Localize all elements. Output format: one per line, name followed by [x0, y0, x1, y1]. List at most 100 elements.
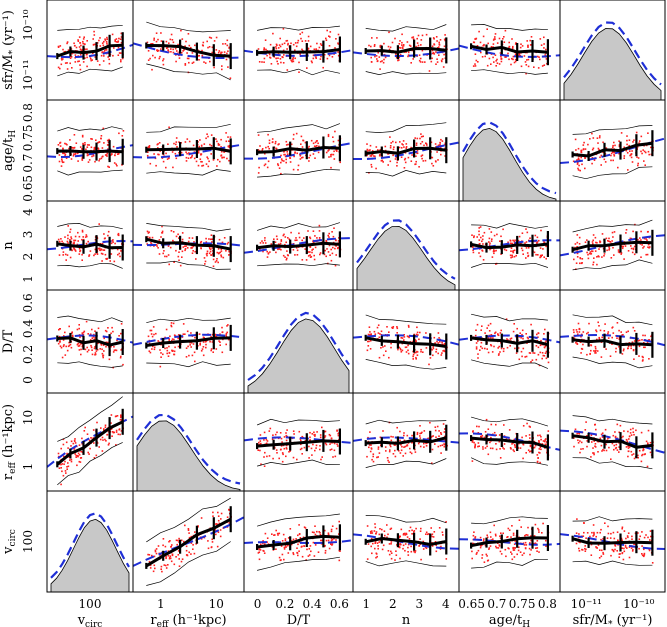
scatter-point [338, 520, 340, 523]
scatter-point [62, 438, 65, 441]
scatter-point [539, 254, 542, 257]
panel-r3-c5 [559, 289, 666, 394]
scatter-point [274, 241, 277, 243]
scatter-point [260, 463, 262, 465]
scatter-point [117, 233, 119, 236]
scatter-point [268, 455, 271, 457]
scatter-point [594, 443, 597, 445]
scatter-point [184, 333, 186, 335]
scatter-point [483, 44, 485, 47]
scatter-point [227, 241, 230, 244]
x-tick-label: 2 [389, 597, 397, 611]
scatter-point [543, 256, 545, 258]
scatter-point [529, 553, 531, 556]
scatter-point [178, 259, 180, 262]
scatter-point [333, 150, 335, 153]
scatter-point [371, 153, 374, 155]
scatter-point [202, 41, 205, 44]
scatter-point [151, 348, 153, 350]
median-line [470, 436, 549, 449]
scatter-point [577, 322, 580, 325]
scatter-point [153, 348, 156, 351]
scatter-point [73, 439, 76, 442]
scatter-point [329, 443, 331, 445]
scatter-point [111, 33, 114, 36]
scatter-point [388, 356, 390, 359]
percentile-line [471, 223, 548, 229]
scatter-point [319, 445, 321, 447]
scatter-point [475, 329, 477, 331]
scatter-point [264, 532, 267, 535]
percentile-line [572, 516, 653, 522]
scatter-point [505, 249, 508, 252]
scatter-point [394, 455, 397, 458]
panel-r3-c0 [46, 289, 134, 394]
scatter-point [389, 145, 392, 147]
scatter-point [214, 333, 217, 336]
scatter-point [617, 251, 620, 253]
scatter-point [482, 446, 484, 448]
scatter-point [599, 437, 602, 440]
scatter-point [525, 72, 527, 75]
scatter-point [383, 42, 385, 45]
scatter-point [436, 151, 438, 153]
scatter-point [120, 59, 122, 61]
scatter-point [509, 542, 511, 544]
scatter-point [420, 350, 422, 353]
scatter-point [621, 547, 623, 549]
scatter-point [612, 236, 614, 238]
scatter-point [277, 143, 279, 146]
scatter-point [643, 536, 646, 539]
scatter-point [638, 449, 641, 452]
scatter-point [590, 456, 592, 458]
scatter-point [264, 163, 267, 165]
scatter-point [279, 45, 282, 48]
scatter-point [176, 543, 178, 546]
scatter-point [189, 344, 191, 346]
scatter-point [642, 448, 645, 450]
scatter-point [610, 159, 612, 162]
scatter-point [474, 53, 477, 55]
scatter-point [286, 153, 289, 155]
scatter-point [97, 148, 100, 150]
scatter-point [298, 430, 301, 433]
scatter-point [259, 145, 261, 147]
scatter-point [514, 60, 517, 63]
scatter-point [400, 444, 402, 446]
scatter-point [401, 143, 403, 145]
scatter-point [295, 237, 297, 239]
scatter-point [646, 239, 648, 241]
scatter-point [59, 145, 62, 147]
scatter-point [392, 326, 395, 328]
scatter-point [331, 544, 333, 546]
scatter-point [148, 350, 151, 352]
scatter-point [259, 449, 261, 452]
scatter-point [277, 534, 279, 536]
scatter-point [536, 540, 539, 542]
scatter-point [189, 341, 191, 344]
scatter-point [437, 144, 440, 147]
scatter-point [263, 439, 265, 441]
scatter-point [90, 138, 92, 140]
scatter-point [75, 456, 77, 458]
scatter-point [409, 45, 412, 47]
scatter-point [636, 156, 638, 158]
scatter-point [628, 546, 631, 548]
scatter-point [205, 241, 208, 243]
scatter-point [120, 36, 123, 38]
scatter-point [474, 65, 477, 67]
scatter-point [580, 156, 582, 159]
scatter-point [370, 444, 372, 446]
scatter-point [266, 440, 269, 442]
scatter-point [537, 527, 539, 530]
scatter-point [493, 38, 496, 40]
scatter-point [336, 429, 338, 432]
scatter-point [398, 450, 400, 452]
scatter-point [222, 527, 225, 529]
scatter-point [78, 253, 81, 255]
scatter-point [635, 131, 638, 134]
scatter-point [288, 238, 291, 240]
scatter-point [416, 152, 418, 155]
scatter-point [422, 548, 425, 550]
scatter-point [148, 560, 151, 563]
